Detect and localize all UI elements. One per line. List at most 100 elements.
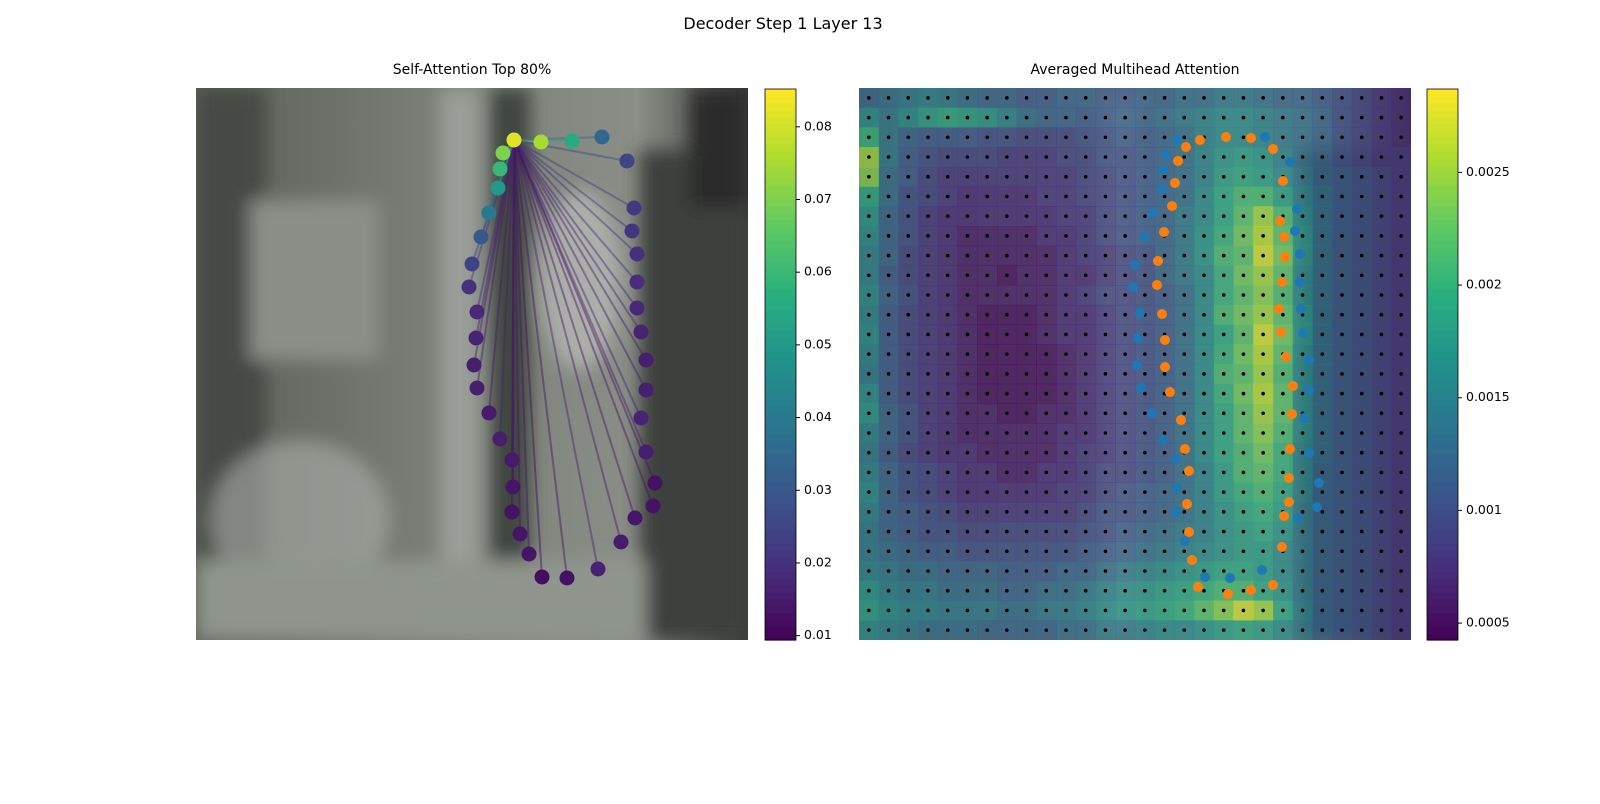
grid-dot xyxy=(1261,312,1265,317)
grid-dot xyxy=(1202,588,1206,593)
grid-dot xyxy=(1340,155,1344,159)
grid-dot xyxy=(867,273,871,278)
colorbar-segment xyxy=(1427,454,1458,462)
grid-dot xyxy=(1241,194,1246,199)
grid-dot xyxy=(1044,372,1049,376)
grid-dot xyxy=(1202,352,1206,356)
colorbar-segment xyxy=(765,261,796,269)
grid-dot xyxy=(1123,214,1127,218)
attention-point xyxy=(512,526,528,542)
grid-dot xyxy=(906,352,911,356)
grid-dot xyxy=(1064,214,1068,218)
grid-dot xyxy=(1064,510,1068,514)
grid-dot xyxy=(1241,431,1246,435)
colorbar-segment xyxy=(1427,233,1458,242)
contour-point xyxy=(1157,309,1167,319)
contour-point xyxy=(1171,454,1181,464)
grid-dot xyxy=(1300,391,1305,396)
grid-dot xyxy=(965,450,970,455)
colorbar-segment xyxy=(1427,212,1458,221)
grid-dot xyxy=(1320,431,1325,435)
colorbar-segment xyxy=(765,571,796,579)
grid-dot xyxy=(1399,490,1403,494)
grid-dot xyxy=(1182,510,1187,514)
grid-dot xyxy=(886,312,891,317)
grid-dot xyxy=(906,332,911,337)
grid-dot xyxy=(965,510,970,514)
colorbar-tick-label: 0.0015 xyxy=(1466,389,1510,404)
grid-dot xyxy=(1359,293,1364,297)
grid-dot xyxy=(985,588,989,593)
grid-dot xyxy=(1261,115,1265,120)
contour-point xyxy=(1160,335,1170,345)
grid-dot xyxy=(1359,510,1364,514)
grid-dot xyxy=(1123,312,1127,317)
grid-dot xyxy=(867,391,871,396)
grid-dot xyxy=(1202,569,1206,573)
grid-dot xyxy=(1320,470,1325,475)
grid-dot xyxy=(867,135,871,140)
grid-dot xyxy=(1083,96,1088,100)
grid-dot xyxy=(1044,96,1049,100)
grid-dot xyxy=(965,332,970,337)
grid-dot xyxy=(926,569,930,573)
grid-dot xyxy=(1241,234,1246,238)
colorbar-segment xyxy=(765,123,796,131)
grid-dot xyxy=(1320,450,1325,455)
grid-dot xyxy=(945,431,950,435)
colorbar-segment xyxy=(765,481,796,490)
grid-dot xyxy=(1024,293,1029,297)
grid-dot xyxy=(1123,96,1127,100)
grid-dot xyxy=(1143,174,1147,179)
colorbar-segment xyxy=(1427,137,1458,145)
grid-dot xyxy=(965,115,970,120)
grid-dot xyxy=(1044,490,1049,494)
grid-dot xyxy=(1024,411,1029,416)
grid-dot xyxy=(1320,588,1325,593)
grid-dot xyxy=(1202,372,1206,376)
grid-dot xyxy=(1241,569,1246,573)
grid-dot xyxy=(867,431,871,435)
grid-dot xyxy=(1320,628,1325,632)
grid-dot xyxy=(867,352,871,356)
grid-dot xyxy=(1281,273,1285,278)
attention-point xyxy=(481,405,497,421)
grid-dot xyxy=(965,608,970,613)
contour-point xyxy=(1193,582,1203,592)
colorbar-segment xyxy=(1427,633,1458,641)
subplot-title: Averaged Multihead Attention xyxy=(1030,62,1239,78)
grid-dot xyxy=(1182,234,1187,238)
grid-dot xyxy=(1123,529,1127,534)
grid-dot xyxy=(1261,352,1265,356)
contour-point xyxy=(1304,355,1314,365)
grid-dot xyxy=(945,96,950,100)
colorbar-segment xyxy=(1427,95,1458,104)
grid-dot xyxy=(965,431,970,435)
colorbar-segment xyxy=(765,212,796,221)
colorbar-segment xyxy=(1427,295,1458,304)
grid-dot xyxy=(926,96,930,100)
grid-dot xyxy=(1359,155,1364,159)
colorbar-segment xyxy=(765,626,796,634)
grid-dot xyxy=(1399,588,1403,593)
colorbar-segment xyxy=(765,281,796,290)
grid-dot xyxy=(1300,115,1305,120)
grid-dot xyxy=(1202,234,1206,238)
grid-dot xyxy=(906,588,911,593)
grid-dot xyxy=(1162,293,1167,297)
colorbar-segment xyxy=(1427,419,1458,428)
grid-dot xyxy=(945,273,950,278)
grid-dot xyxy=(1261,332,1265,337)
grid-dot xyxy=(1064,549,1068,554)
grid-dot xyxy=(1162,273,1167,278)
colorbar-segment xyxy=(1427,398,1458,407)
grid-dot xyxy=(1005,234,1009,238)
attention-point xyxy=(505,479,521,495)
attention-point xyxy=(490,180,506,196)
grid-dot xyxy=(1202,391,1206,396)
grid-dot xyxy=(886,372,891,376)
grid-dot xyxy=(1379,431,1384,435)
grid-dot xyxy=(1103,490,1108,494)
grid-dot xyxy=(886,352,891,356)
colorbar-segment xyxy=(1427,378,1458,386)
